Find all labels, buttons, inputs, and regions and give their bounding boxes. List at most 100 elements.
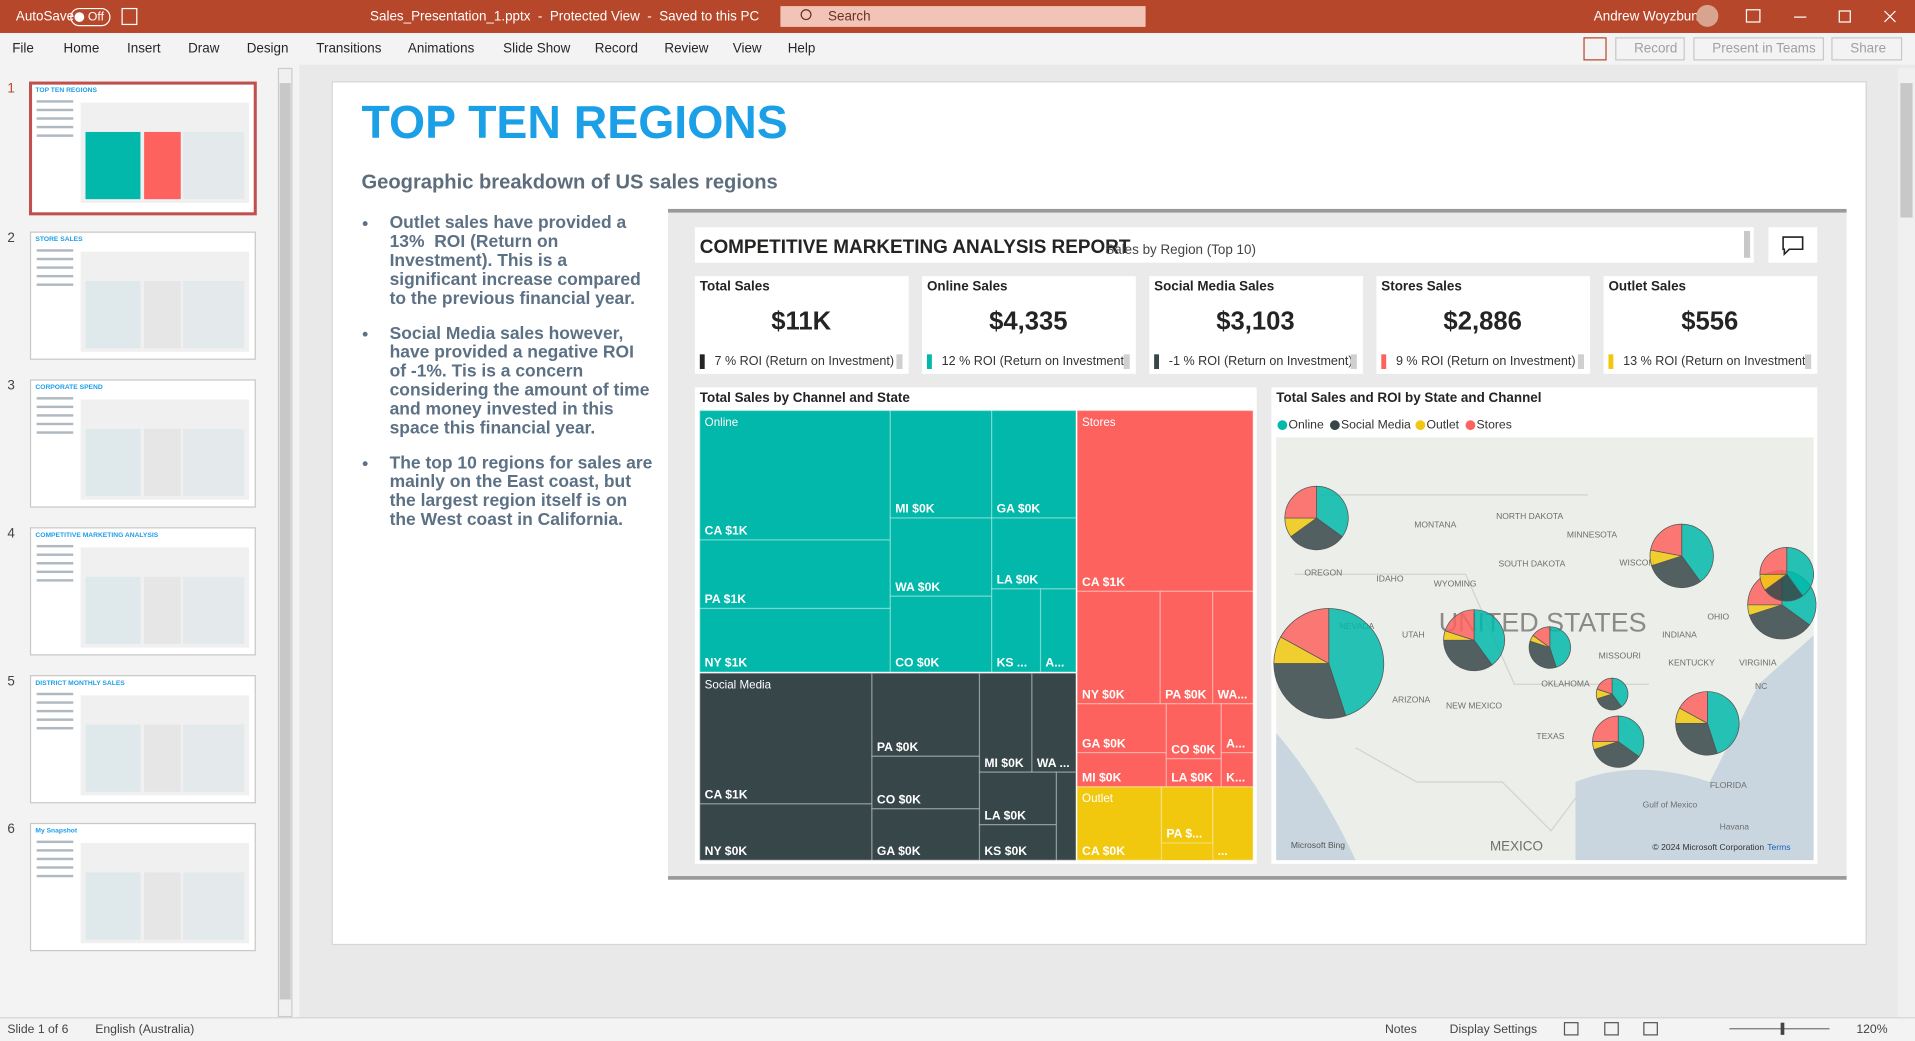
map-pie-slice[interactable] xyxy=(1611,677,1629,708)
scroll-thumb[interactable] xyxy=(1900,83,1913,218)
treemap-tile[interactable] xyxy=(699,803,873,861)
menu-item[interactable]: Draw xyxy=(188,40,220,55)
map-pie-slice[interactable] xyxy=(1651,555,1701,589)
map-pie-slice[interactable] xyxy=(1759,547,1788,575)
ribbon-button-label[interactable]: Share xyxy=(1850,40,1886,55)
treemap-tile[interactable] xyxy=(978,771,1058,826)
reading-view-button[interactable] xyxy=(1643,1022,1658,1036)
ribbon-display-button[interactable] xyxy=(1745,9,1761,23)
close-button[interactable] xyxy=(1884,10,1896,23)
menu-item[interactable]: Animations xyxy=(408,40,475,55)
map-pie-slice[interactable] xyxy=(1444,609,1475,641)
thumbnail-title[interactable]: TOP TEN REGIONS xyxy=(35,87,97,94)
map-pie-slice[interactable] xyxy=(1284,485,1317,519)
map-pie-slice[interactable] xyxy=(1593,741,1640,768)
menu-item[interactable]: Record xyxy=(595,40,638,55)
treemap-tile[interactable] xyxy=(978,672,1033,773)
thumbnail-title[interactable]: STORE SALES xyxy=(35,236,83,243)
search-box[interactable] xyxy=(780,6,1146,27)
comment-button[interactable] xyxy=(1583,37,1607,61)
slide-number[interactable]: 2 xyxy=(7,230,14,245)
map-pie-slice[interactable] xyxy=(1280,608,1330,665)
map-pie-slice[interactable] xyxy=(1681,523,1714,583)
comment-box[interactable] xyxy=(1768,227,1818,263)
thumbnail-title[interactable]: COMPETITIVE MARKETING ANALYSIS xyxy=(35,532,158,539)
treemap-tile[interactable] xyxy=(699,607,891,673)
treemap-tile[interactable] xyxy=(699,409,891,541)
map-pie-slice[interactable] xyxy=(1786,547,1814,597)
map-terms[interactable]: Terms xyxy=(1767,842,1790,852)
treemap-tile[interactable] xyxy=(1159,590,1214,705)
treemap-tile[interactable] xyxy=(1220,752,1254,788)
map-pie-slice[interactable] xyxy=(1328,608,1385,717)
treemap-tile[interactable] xyxy=(1076,752,1167,788)
slide-scrollbar[interactable] xyxy=(1897,68,1915,1018)
treemap-tile[interactable] xyxy=(1212,786,1254,861)
slide-number[interactable]: 4 xyxy=(7,525,15,540)
notes-button[interactable]: Notes xyxy=(1385,1022,1417,1036)
legend-label[interactable]: Stores xyxy=(1477,417,1512,431)
menu-item[interactable]: Help xyxy=(788,40,816,55)
display-settings[interactable]: Display Settings xyxy=(1450,1022,1537,1036)
map-pie-slice[interactable] xyxy=(1596,677,1613,695)
ribbon-button-label[interactable]: Record xyxy=(1634,40,1677,55)
zoom-level[interactable]: 120% xyxy=(1856,1022,1887,1036)
map-pie-slice[interactable] xyxy=(1273,663,1347,719)
map-pie-slice[interactable] xyxy=(1290,517,1343,551)
legend-label[interactable]: Outlet xyxy=(1426,417,1459,431)
ribbon-button[interactable] xyxy=(1693,37,1825,61)
thumbnail-title[interactable]: My Snapshot xyxy=(35,828,77,835)
restore-button[interactable] xyxy=(1838,10,1851,23)
treemap-tile[interactable] xyxy=(991,409,1077,519)
map-pie-slice[interactable] xyxy=(1443,639,1493,672)
ribbon-button-label[interactable]: Present in Teams xyxy=(1712,40,1816,55)
language[interactable]: English (Australia) xyxy=(95,1022,194,1036)
menu-item[interactable]: Insert xyxy=(127,40,161,55)
ribbon-button[interactable] xyxy=(1615,37,1685,61)
thumbnail-title[interactable]: CORPORATE SPEND xyxy=(35,384,102,391)
map-pie-slice[interactable] xyxy=(1617,715,1645,758)
treemap-tile[interactable] xyxy=(1220,703,1254,754)
map-pie-slice[interactable] xyxy=(1549,626,1571,668)
legend-label[interactable]: Social Media xyxy=(1341,417,1411,431)
treemap-tile[interactable] xyxy=(1039,588,1077,673)
ribbon-button[interactable] xyxy=(1831,37,1903,61)
map-pie-slice[interactable] xyxy=(1650,523,1683,557)
menu-item[interactable]: Design xyxy=(247,40,289,55)
map-pie-slice[interactable] xyxy=(1748,604,1811,640)
map-pie-slice[interactable] xyxy=(1532,626,1551,649)
treemap-tile[interactable] xyxy=(1165,758,1222,788)
menu-item[interactable]: Review xyxy=(664,40,708,55)
treemap-tile[interactable] xyxy=(1212,590,1254,705)
menu-item[interactable]: Home xyxy=(64,40,100,55)
map-pie-slice[interactable] xyxy=(1473,609,1505,666)
legend-label[interactable]: Online xyxy=(1288,417,1323,431)
treemap-tile[interactable] xyxy=(1160,786,1214,844)
treemap-tile[interactable] xyxy=(699,672,873,805)
treemap-tile[interactable] xyxy=(889,409,993,519)
zoom-thumb[interactable] xyxy=(1780,1022,1785,1035)
slide-number[interactable]: 3 xyxy=(7,378,14,393)
treemap-tile[interactable] xyxy=(699,539,891,610)
map-pie-slice[interactable] xyxy=(1596,693,1622,711)
menu-item[interactable]: Transitions xyxy=(316,40,381,55)
map-pie-slice[interactable] xyxy=(1528,640,1557,669)
user-avatar[interactable] xyxy=(1696,4,1719,27)
treemap-tile[interactable] xyxy=(1165,703,1222,760)
treemap-tile[interactable] xyxy=(871,808,981,861)
comment-icon[interactable] xyxy=(1782,236,1804,257)
slide-number[interactable]: 1 xyxy=(7,81,14,96)
treemap-tile[interactable] xyxy=(1076,409,1254,592)
save-button[interactable] xyxy=(121,7,138,26)
scroll-thumb[interactable] xyxy=(279,83,291,1000)
autosave-toggle[interactable] xyxy=(70,7,111,27)
map-pie-slice[interactable] xyxy=(1764,573,1804,602)
map-pie-slice[interactable] xyxy=(1679,691,1708,724)
menu-item[interactable]: Slide Show xyxy=(503,40,570,55)
treemap-tile[interactable] xyxy=(889,595,993,673)
sorter-view-button[interactable] xyxy=(1604,1022,1619,1036)
map-pie-slice[interactable] xyxy=(1316,485,1349,538)
slide-number[interactable]: 6 xyxy=(7,821,14,836)
menu-item[interactable]: File xyxy=(12,40,34,55)
map-pie-slice[interactable] xyxy=(1675,722,1718,756)
